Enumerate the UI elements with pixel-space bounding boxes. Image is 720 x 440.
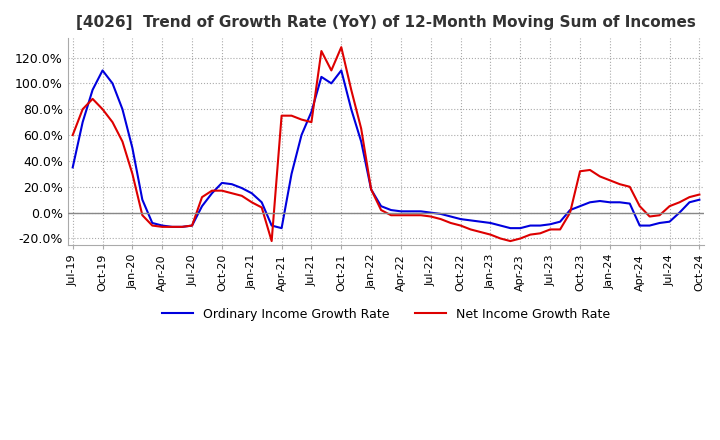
Net Income Growth Rate <box>486 232 495 237</box>
Ordinary Income Growth Rate <box>695 197 703 202</box>
Net Income Growth Rate <box>148 223 157 228</box>
Net Income Growth Rate <box>68 132 77 138</box>
Ordinary Income Growth Rate <box>496 223 505 228</box>
Net Income Growth Rate <box>695 192 703 197</box>
Legend: Ordinary Income Growth Rate, Net Income Growth Rate: Ordinary Income Growth Rate, Net Income … <box>157 303 615 326</box>
Title: [4026]  Trend of Growth Rate (YoY) of 12-Month Moving Sum of Incomes: [4026] Trend of Growth Rate (YoY) of 12-… <box>76 15 696 30</box>
Ordinary Income Growth Rate <box>68 165 77 170</box>
Net Income Growth Rate <box>337 44 346 50</box>
Ordinary Income Growth Rate <box>486 220 495 226</box>
Ordinary Income Growth Rate <box>436 211 445 216</box>
Ordinary Income Growth Rate <box>347 106 356 112</box>
Net Income Growth Rate <box>496 236 505 241</box>
Ordinary Income Growth Rate <box>277 226 286 231</box>
Net Income Growth Rate <box>267 238 276 244</box>
Ordinary Income Growth Rate <box>158 223 166 228</box>
Ordinary Income Growth Rate <box>397 209 405 214</box>
Net Income Growth Rate <box>347 87 356 92</box>
Ordinary Income Growth Rate <box>98 68 107 73</box>
Line: Net Income Growth Rate: Net Income Growth Rate <box>73 47 699 241</box>
Line: Ordinary Income Growth Rate: Ordinary Income Growth Rate <box>73 70 699 228</box>
Net Income Growth Rate <box>436 216 445 222</box>
Net Income Growth Rate <box>397 213 405 218</box>
